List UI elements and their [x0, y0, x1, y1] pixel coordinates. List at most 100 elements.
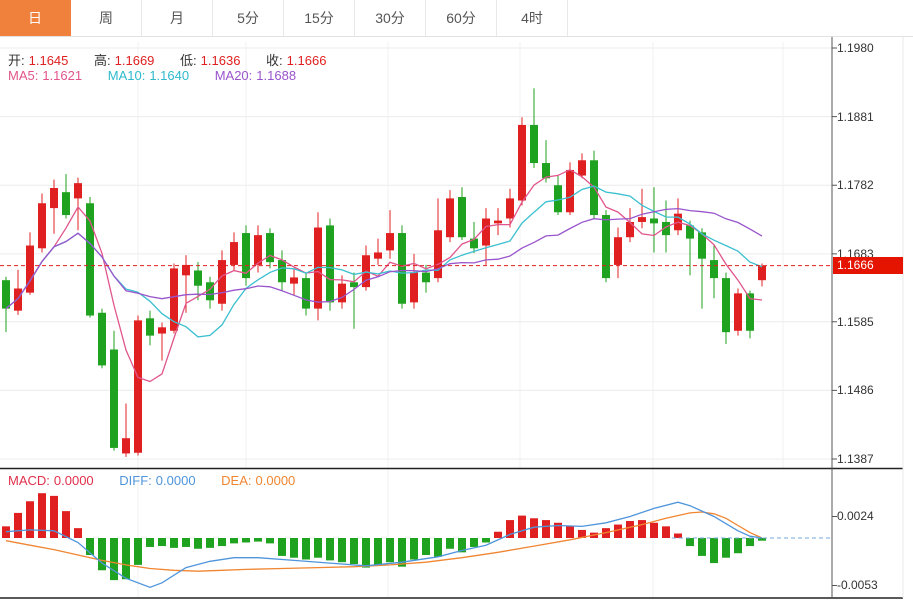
- macd-bar: [326, 538, 334, 561]
- macd-bar: [38, 493, 46, 538]
- macd-bar: [662, 526, 670, 538]
- macd-bar: [230, 538, 238, 544]
- price-tick-label: 1.1980: [837, 41, 874, 55]
- candle-body: [554, 185, 562, 213]
- price-tick-label: 1.1782: [837, 178, 874, 193]
- high-value: 1.1669: [114, 53, 155, 68]
- candle-body: [566, 169, 574, 213]
- macd-bar: [398, 538, 406, 567]
- price-tick-label: 1.1486: [837, 383, 874, 398]
- ma10-value: 1.1640: [149, 68, 190, 83]
- macd-tick-label: -0.0053: [837, 578, 878, 593]
- macd-bar: [2, 526, 10, 538]
- candle-body: [50, 188, 58, 209]
- candle-body: [26, 245, 34, 293]
- macd-bar: [446, 538, 454, 549]
- macd-histogram: [2, 493, 766, 581]
- macd-bar: [458, 538, 466, 553]
- ma10-label: MA10:: [107, 68, 146, 83]
- candle-body: [434, 230, 442, 279]
- candle-body: [146, 318, 154, 336]
- ma20-line: [5, 207, 763, 310]
- macd-bar: [434, 538, 442, 557]
- tab-15min[interactable]: 15分: [284, 0, 355, 36]
- ma20-label: MA20:: [214, 68, 253, 83]
- candle-body: [458, 197, 466, 238]
- tab-month[interactable]: 月: [142, 0, 213, 36]
- macd-bar: [554, 522, 562, 538]
- candle-body: [626, 221, 634, 238]
- macd-bar: [122, 538, 130, 580]
- dea-line: [5, 511, 763, 572]
- candle-body: [710, 260, 718, 279]
- tab-60min[interactable]: 60分: [426, 0, 497, 36]
- dea-value: 0.0000: [255, 473, 296, 488]
- candle-body: [302, 278, 310, 309]
- candle-body: [122, 438, 130, 454]
- candle-body: [338, 283, 346, 303]
- tab-5min[interactable]: 5分: [213, 0, 284, 36]
- macd-gridlines: [832, 515, 837, 586]
- low-label: 低:: [180, 53, 197, 68]
- macd-bar: [746, 538, 754, 547]
- macd-bar: [674, 533, 682, 538]
- macd-bar: [470, 538, 478, 547]
- candle-body: [254, 235, 262, 265]
- candle-body: [410, 272, 418, 303]
- price-tick-label: 1.1387: [837, 452, 874, 466]
- close-value: 1.1666: [286, 53, 327, 68]
- diff-value: 0.0000: [155, 473, 196, 488]
- candle-body: [86, 203, 94, 316]
- ma10-line: [5, 185, 763, 338]
- macd-bar: [422, 538, 430, 556]
- tab-week[interactable]: 周: [71, 0, 142, 36]
- macd-bar: [758, 538, 766, 541]
- tab-day[interactable]: 日: [0, 0, 71, 36]
- candle-body: [62, 192, 70, 216]
- candle-body: [542, 163, 550, 179]
- ohlc-legend: 开: 1.1645 高: 1.1669 低: 1.1636 收: 1.1666: [8, 50, 330, 69]
- macd-bar: [734, 538, 742, 554]
- macd-bar: [170, 538, 178, 548]
- macd-bar: [62, 511, 70, 538]
- macd-bar: [338, 538, 346, 563]
- macd-bar: [146, 538, 154, 547]
- macd-bar: [410, 538, 418, 560]
- candle-body: [446, 198, 454, 238]
- macd-bar: [278, 538, 286, 556]
- candle-body: [746, 293, 754, 331]
- candle-body: [518, 124, 526, 201]
- price-gridlines: [0, 42, 837, 598]
- candle-body: [722, 278, 730, 333]
- macd-bar: [614, 524, 622, 538]
- macd-bar: [710, 538, 718, 564]
- macd-bar: [26, 501, 34, 538]
- candle-body: [506, 198, 514, 219]
- macd-bar: [362, 538, 370, 568]
- candle-body: [218, 260, 226, 304]
- macd-bar: [566, 526, 574, 538]
- macd-bar: [50, 495, 58, 538]
- candle-body: [158, 327, 166, 334]
- macd-bar: [530, 518, 538, 538]
- macd-bar: [482, 538, 490, 543]
- candle-body: [686, 225, 694, 239]
- tab-30min[interactable]: 30分: [355, 0, 426, 36]
- candle-body: [134, 320, 142, 453]
- macd-bar: [686, 538, 694, 547]
- macd-bar: [266, 538, 274, 544]
- tab-4hour[interactable]: 4时: [497, 0, 568, 36]
- candle-body: [698, 232, 706, 259]
- macd-bar: [386, 538, 394, 563]
- current-price-tag: 1.1666: [833, 257, 903, 275]
- diff-line: [5, 501, 763, 588]
- macd-value: 0.0000: [53, 473, 94, 488]
- macd-bar: [494, 531, 502, 538]
- macd-bar: [650, 522, 658, 538]
- ma5-value: 1.1621: [42, 68, 83, 83]
- candle-body: [38, 203, 46, 249]
- macd-legend: MACD: 0.0000 DIFF: 0.0000 DEA: 0.0000: [8, 473, 299, 488]
- candlestick-chart: [0, 37, 904, 599]
- candle-body: [242, 233, 250, 279]
- dea-label: DEA:: [221, 473, 252, 488]
